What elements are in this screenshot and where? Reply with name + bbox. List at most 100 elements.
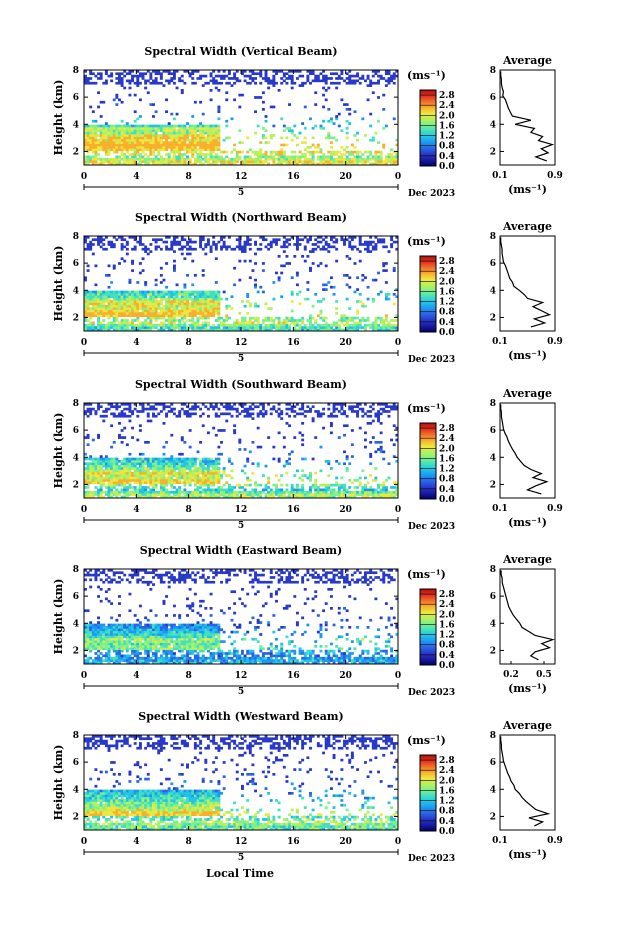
heatmap-cell (345, 155, 349, 159)
heatmap-cell (175, 309, 179, 313)
heatmap-cell (285, 127, 289, 130)
heatmap-cell (136, 495, 140, 499)
heatmap-cell (94, 476, 98, 480)
heatmap-cell (112, 462, 116, 466)
heatmap-cell (227, 326, 231, 329)
heatmap-cell (267, 319, 271, 322)
heatmap-cell (146, 160, 150, 163)
heatmap-cell (180, 247, 184, 251)
heatmap-cell (222, 245, 226, 249)
heatmap-cell (186, 460, 189, 463)
heatmap-cell (379, 326, 383, 329)
heatmap-cell (138, 460, 142, 463)
heatmap-cell (340, 236, 344, 239)
heatmap-cell (131, 138, 135, 142)
heatmap-cell (382, 240, 386, 244)
heatmap-cell (157, 70, 161, 73)
heatmap-cell (264, 136, 268, 140)
heatmap-cell (209, 136, 213, 140)
heatmap-cell (154, 407, 158, 411)
heatmap-cell (191, 81, 195, 85)
heatmap-cell (91, 471, 95, 475)
heatmap-cell (172, 143, 176, 147)
heatmap-cell (167, 326, 171, 329)
heatmap-cell (97, 319, 100, 322)
heatmap-cell (86, 471, 90, 475)
panel-1: Spectral Width (Northward Beam)2468Heigh… (52, 211, 563, 365)
heatmap-cell (345, 490, 349, 494)
heatmap-cell (363, 319, 367, 322)
heatmap-cell (159, 238, 163, 242)
heatmap-cell (136, 297, 140, 301)
heatmap-cell (188, 290, 192, 294)
heatmap-cell (141, 314, 145, 318)
heatmap-cell (259, 412, 263, 416)
heatmap-cell (133, 238, 137, 242)
heatmap-cell (311, 483, 315, 487)
heatmap-cell (118, 141, 121, 144)
heatmap-cell (285, 407, 289, 411)
heatmap-cell (327, 460, 331, 463)
heatmap-cell (84, 157, 87, 161)
heatmap-cell (214, 153, 218, 156)
heatmap-cell (316, 74, 320, 78)
heatmap-cell (141, 323, 145, 327)
heatmap-cell (280, 495, 284, 499)
heatmap-cell (361, 304, 365, 308)
heatmap-cell (363, 445, 367, 449)
heatmap-cell (123, 293, 127, 296)
heatmap-cell (222, 319, 226, 322)
heatmap-cell (353, 74, 357, 78)
heatmap-cell (131, 141, 135, 144)
heatmap-cell (217, 240, 221, 244)
heatmap-cell (154, 481, 158, 485)
heatmap-cell (251, 441, 255, 444)
heatmap-cell (348, 236, 352, 239)
heatmap-cell (390, 162, 394, 166)
heatmap-cell (343, 153, 346, 156)
y-tick-label: 2 (73, 313, 79, 323)
heatmap-cell (146, 293, 150, 296)
heatmap-cell (220, 74, 223, 78)
heatmap-cell (131, 143, 135, 147)
heatmap-cell (86, 79, 90, 83)
heatmap-cell (138, 307, 142, 310)
heatmap-cell (131, 457, 135, 461)
heatmap-cell (206, 238, 210, 242)
heatmap-cell (191, 474, 195, 477)
heatmap-cell (120, 129, 124, 133)
heatmap-cell (149, 300, 153, 303)
heatmap-cell (196, 143, 200, 147)
heatmap-cell (324, 483, 328, 487)
heatmap-cell (162, 141, 166, 144)
heatmap-cell (235, 493, 239, 496)
heatmap-cell (298, 155, 302, 159)
heatmap-cell (212, 493, 216, 496)
heatmap-cell (298, 476, 302, 480)
day-label: 5 (238, 354, 244, 364)
heatmap-cell (144, 162, 148, 166)
heatmap-cell (356, 72, 360, 76)
heatmap-cell (196, 302, 200, 306)
heatmap-cell (235, 160, 239, 163)
heatmap-cell (131, 259, 135, 263)
heatmap-cell (89, 70, 93, 73)
heatmap-cell (340, 72, 344, 76)
heatmap-cell (172, 297, 176, 301)
heatmap-cell (272, 162, 276, 166)
heatmap-cell (146, 129, 150, 133)
heatmap-cell (141, 452, 145, 456)
heatmap-cell (110, 160, 114, 163)
heatmap-cell (186, 143, 189, 147)
heatmap-cell (343, 238, 346, 242)
heatmap-cell (183, 457, 187, 461)
heatmap-cell (99, 479, 103, 482)
heatmap-cell (217, 319, 221, 322)
heatmap-cell (131, 300, 135, 303)
heatmap-cell (275, 410, 278, 413)
heatmap-cell (288, 155, 292, 159)
heatmap-cell (99, 245, 103, 249)
heatmap-cell (285, 155, 289, 159)
heatmap-cell (233, 81, 237, 85)
heatmap-cell (277, 403, 281, 406)
